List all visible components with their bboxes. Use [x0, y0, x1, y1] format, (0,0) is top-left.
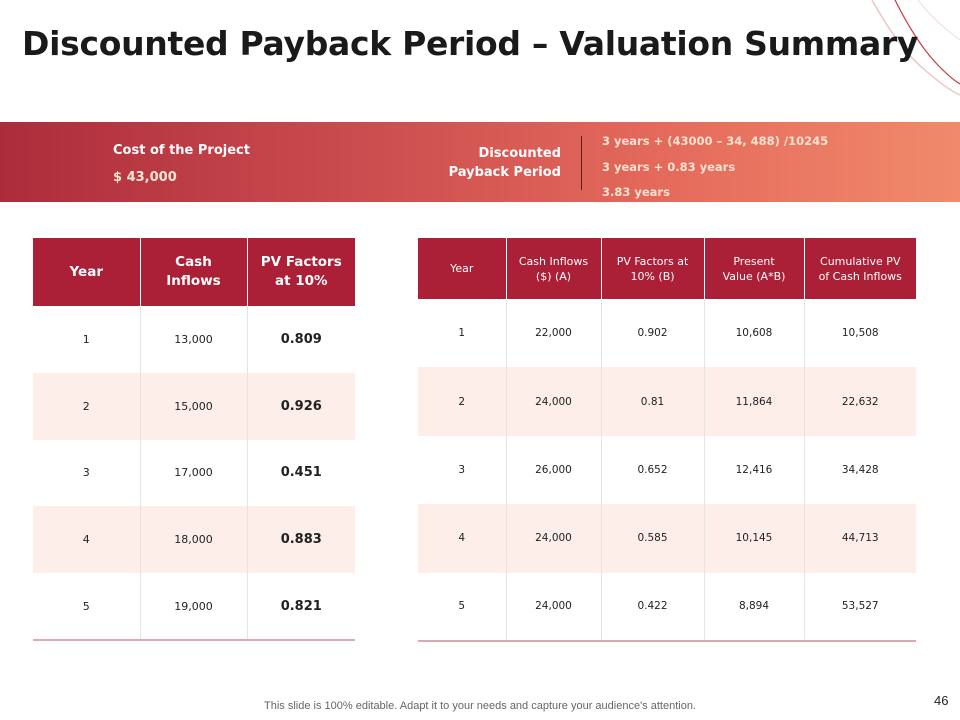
cell-year: 3 [82, 466, 90, 480]
header-pv-factors: PV Factors at 10% (B) [600, 238, 704, 299]
header-year: Year [33, 238, 140, 306]
cell-pv-factor: 0.585 [600, 504, 704, 573]
header-text: 10% (B) [630, 269, 675, 283]
page-title: Discounted Payback Period – Valuation Su… [22, 24, 919, 63]
cell-cash: 24,000 [505, 504, 601, 573]
header-text: of Cash Inflows [818, 269, 902, 283]
cell-year: 1 [458, 327, 466, 340]
header-text: Cash [175, 254, 212, 270]
header-text: ($) (A) [535, 269, 572, 283]
cell-cash: 24,000 [505, 572, 601, 642]
header-pv-factors: PV Factors at 10% [246, 238, 355, 306]
cell-cash: 15,000 [139, 372, 247, 440]
header-text: Inflows [166, 273, 221, 289]
cost-label: Cost of the Project [113, 143, 250, 158]
table-row: 5 19,000 0.821 [33, 573, 355, 641]
cell-pv-factor: 0.451 [246, 439, 355, 507]
cell-pv-factor: 0.883 [246, 506, 355, 574]
cell-present-value: 8,894 [703, 572, 804, 642]
page-number: 46 [934, 693, 949, 708]
cell-cumulative-pv: 44,713 [803, 504, 916, 573]
header-text: Cash Inflows [518, 254, 589, 268]
cell-year: 4 [33, 506, 140, 574]
cell-present-value: 10,608 [703, 299, 804, 368]
header-cash-inflows: Cash Inflows [139, 238, 247, 306]
pv-factor-table: Year Cash Inflows PV Factors at 10% 1 13,0… [33, 238, 355, 641]
table-row: 4 18,000 0.883 [33, 506, 355, 574]
header-cash-inflows: Cash Inflows ($) (A) [505, 238, 601, 299]
dpp-label-line2: Payback Period [448, 165, 561, 180]
table-header-row: Year Cash Inflows ($) (A) PV Factors at 10… [418, 238, 916, 299]
table-row: 4 24,000 0.585 10,145 44,713 [418, 504, 916, 573]
table-row: 2 15,000 0.926 [33, 372, 355, 440]
table-row: 5 24,000 0.422 8,894 53,527 [418, 572, 916, 642]
cell-year: 2 [418, 367, 506, 436]
discounted-payback-label: Discounted Payback Period [420, 144, 561, 182]
cell-year: 5 [418, 572, 506, 642]
cell-pv-factor: 0.422 [600, 572, 704, 642]
cell-cash: 18,000 [139, 506, 247, 574]
table-row: 3 17,000 0.451 [33, 439, 355, 507]
header-year: Year [418, 238, 506, 299]
cell-cumulative-pv: 22,632 [803, 367, 916, 436]
header-cumulative-pv: Cumulative PV of Cash Inflows [803, 238, 916, 299]
cell-cumulative-pv: 34,428 [803, 435, 916, 505]
cost-value: $ 43,000 [113, 170, 177, 185]
cell-year: 4 [418, 504, 506, 573]
header-text: PV Factors [260, 254, 342, 270]
cell-cash: 22,000 [505, 299, 601, 368]
calc-line-3: 3.83 years [602, 185, 670, 199]
table-row: 3 26,000 0.652 12,416 34,428 [418, 435, 916, 505]
cell-pv-factor: 0.652 [600, 435, 704, 505]
footer-note: This slide is 100% editable. Adapt it to… [264, 700, 696, 712]
cell-cash: 24,000 [505, 367, 601, 436]
header-text: at 10% [274, 273, 328, 289]
cell-pv-factor: 0.81 [600, 367, 704, 436]
table-row: 1 13,000 0.809 [33, 306, 355, 373]
header-text: Cumulative PV [820, 254, 901, 268]
cell-pv-factor: 0.926 [246, 372, 355, 440]
cell-year: 5 [33, 573, 140, 641]
cell-pv-factor: 0.902 [600, 299, 704, 368]
cell-pv-factor: 0.809 [246, 306, 355, 373]
calc-line-1: 3 years + (43000 – 34, 488) /10245 [602, 134, 829, 148]
cell-year: 2 [33, 372, 140, 440]
table-header-row: Year Cash Inflows PV Factors at 10% [33, 238, 355, 306]
cell-cash: 26,000 [505, 435, 601, 505]
cell-cash: 19,000 [139, 573, 247, 641]
cell-pv-factor: 0.821 [246, 573, 355, 641]
cell-cumulative-pv: 10,508 [803, 299, 916, 368]
table-row: 2 24,000 0.81 11,864 22,632 [418, 367, 916, 436]
header-text: Value (A*B) [722, 269, 786, 283]
calc-line-2: 3 years + 0.83 years [602, 160, 736, 174]
summary-banner: Cost of the Project $ 43,000 Discounted … [0, 122, 960, 202]
dpp-label-line1: Discounted [478, 146, 561, 161]
present-value-table: Year Cash Inflows ($) (A) PV Factors at 10… [418, 238, 916, 642]
cell-cash: 13,000 [139, 306, 247, 373]
cell-present-value: 12,416 [703, 435, 804, 505]
table-row: 1 22,000 0.902 10,608 10,508 [418, 299, 916, 368]
cell-present-value: 11,864 [703, 367, 804, 436]
header-present-value: Present Value (A*B) [703, 238, 804, 299]
header-text: PV Factors at [616, 254, 689, 268]
cell-cumulative-pv: 53,527 [803, 572, 916, 642]
banner-divider [581, 136, 582, 190]
cell-year: 1 [82, 332, 90, 346]
cell-present-value: 10,145 [703, 504, 804, 573]
header-text: Present [733, 254, 775, 268]
cell-cash: 17,000 [139, 439, 247, 507]
cell-year: 3 [458, 463, 466, 476]
